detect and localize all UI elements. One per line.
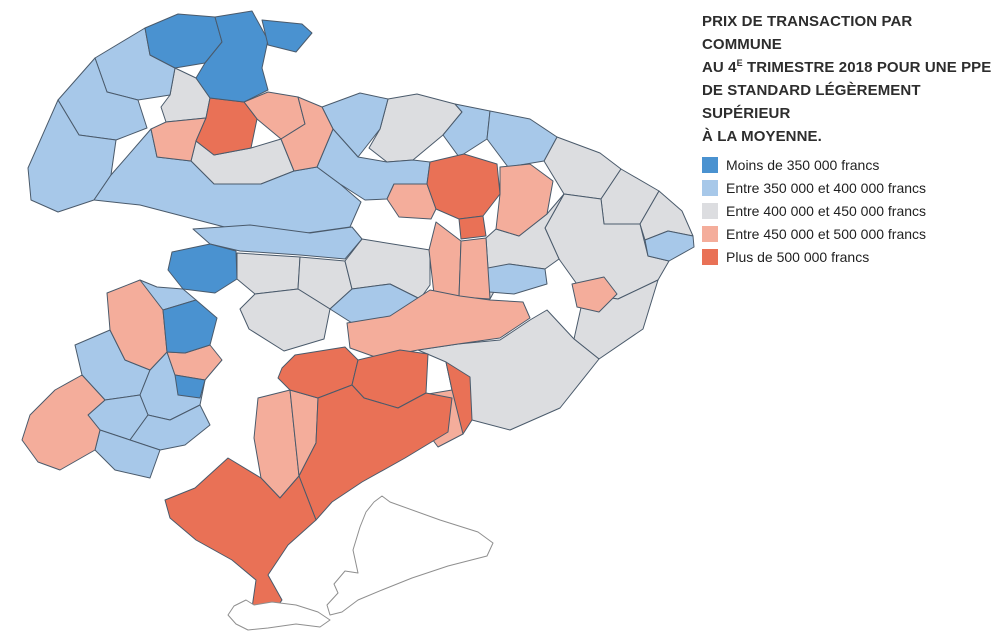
- legend-item-2: Entre 400 000 et 450 000 francs: [702, 203, 994, 220]
- legend-title: PRIX DE TRANSACTION PAR COMMUNE AU 4E TR…: [702, 10, 994, 148]
- legend-label-1: Entre 350 000 et 400 000 francs: [726, 180, 927, 196]
- superscript-e: E: [736, 58, 743, 68]
- legend-label-2: Entre 400 000 et 450 000 francs: [726, 203, 927, 219]
- commune-polygon-53: [298, 384, 453, 521]
- commune-polygon-42: [106, 279, 168, 371]
- commune-polygon-55: [445, 361, 473, 435]
- commune-polygon-57: [195, 10, 269, 103]
- legend-swatch-1: [702, 180, 718, 196]
- commune-polygon-50: [458, 215, 487, 240]
- legend-swatch-2: [702, 203, 718, 219]
- legend-label-0: Moins de 350 000 francs: [726, 157, 880, 173]
- legend-item-1: Entre 350 000 et 400 000 francs: [702, 180, 994, 197]
- commune-polygon-39: [458, 237, 491, 300]
- legend-title-line-1: PRIX DE TRANSACTION PAR COMMUNE: [702, 13, 913, 53]
- commune-polygon-54: [164, 457, 317, 615]
- commune-polygon-22: [644, 230, 695, 262]
- commune-polygon-60: [162, 299, 218, 354]
- commune-polygon-2: [368, 93, 463, 163]
- commune-polygon-59: [167, 243, 238, 294]
- commune-polygon-37: [495, 163, 554, 237]
- commune-polygon-35: [280, 96, 334, 172]
- commune-polygon-49: [426, 153, 501, 220]
- legend-item-3: Entre 450 000 et 500 000 francs: [702, 226, 994, 243]
- commune-polygon-38: [428, 221, 462, 298]
- legend-item-4: Plus de 500 000 francs: [702, 249, 994, 266]
- commune-polygon-58: [261, 19, 313, 53]
- commune-polygon-11: [239, 288, 331, 352]
- legend-label-4: Plus de 500 000 francs: [726, 249, 870, 265]
- legend-items: Moins de 350 000 francs Entre 350 000 et …: [702, 157, 994, 266]
- legend-item-0: Moins de 350 000 francs: [702, 157, 994, 174]
- legend-title-line-4: À LA MOYENNE.: [702, 128, 822, 145]
- commune-polygon-no-data-63: [227, 599, 331, 631]
- commune-polygon-44: [21, 374, 106, 471]
- commune-polygon-40: [571, 276, 618, 313]
- commune-polygon-9: [236, 252, 301, 295]
- legend-label-3: Entre 450 000 et 500 000 francs: [726, 226, 927, 242]
- commune-polygon-21: [486, 110, 558, 168]
- communes-layer: [21, 10, 695, 631]
- commune-polygon-24: [192, 224, 363, 260]
- legend-title-line-3: DE STANDARD LÉGÈREMENT SUPÉRIEUR: [702, 82, 921, 122]
- commune-polygon-61: [174, 374, 206, 399]
- legend-swatch-4: [702, 249, 718, 265]
- legend-swatch-3: [702, 226, 718, 242]
- legend-title-line-2: AU 4E TRIMESTRE 2018 POUR UNE PPE: [702, 58, 992, 77]
- legend-swatch-0: [702, 157, 718, 173]
- commune-polygon-no-data-62: [326, 495, 494, 616]
- map-legend: PRIX DE TRANSACTION PAR COMMUNE AU 4E TR…: [702, 10, 994, 272]
